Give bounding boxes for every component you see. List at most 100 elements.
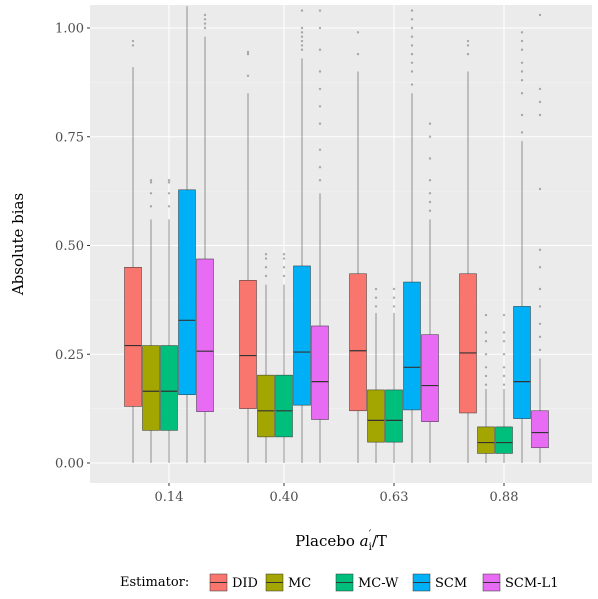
x-axis: 0.14 0.40 0.63 0.88 <box>155 483 519 505</box>
box-body <box>311 325 329 420</box>
outlier-point <box>484 353 488 356</box>
outlier-point <box>318 148 322 151</box>
outlier-point <box>392 305 396 308</box>
outlier-point <box>149 179 153 182</box>
outlier-point <box>374 296 378 299</box>
outlier-point <box>149 205 153 208</box>
box-body <box>513 306 531 419</box>
outlier-point <box>264 253 268 256</box>
box-scm-l1-0.63 <box>421 122 439 463</box>
outlier-point <box>264 266 268 269</box>
box-body <box>142 345 160 431</box>
outlier-point <box>520 79 524 82</box>
outlier-point <box>282 257 286 260</box>
box-body <box>196 258 214 412</box>
outlier-point <box>484 331 488 334</box>
box-body <box>160 345 178 431</box>
outlier-point <box>484 313 488 317</box>
outlier-point <box>264 257 268 260</box>
outlier-point <box>410 18 414 21</box>
outlier-point <box>410 52 414 56</box>
outlier-point <box>502 383 506 386</box>
outlier-point <box>520 39 524 43</box>
outlier-point <box>300 48 304 51</box>
box-body <box>459 273 477 414</box>
legend-label: MC <box>288 576 311 591</box>
outlier-point <box>538 248 542 252</box>
box-scm-l1-0.40 <box>311 9 329 463</box>
x-axis-title-text: Placebo <box>295 532 355 550</box>
outlier-point <box>520 131 524 134</box>
box-body <box>495 426 513 454</box>
y-axis-title: Absolute bias <box>9 193 27 296</box>
outlier-point <box>520 70 524 73</box>
outlier-point <box>502 340 506 343</box>
outlier-point <box>538 13 542 17</box>
box-body <box>367 389 385 443</box>
outlier-point <box>466 39 470 43</box>
box-scm-l1-0.88 <box>531 13 549 463</box>
outlier-point <box>282 274 286 278</box>
outlier-point <box>318 179 322 182</box>
outlier-point <box>246 50 250 54</box>
box-body <box>257 374 275 438</box>
x-axis-title-suffix: /T <box>372 532 387 550</box>
legend-title: Estimator: <box>120 575 189 590</box>
outlier-point <box>300 35 304 38</box>
box-did-0.88 <box>459 39 477 463</box>
boxes <box>124 6 549 463</box>
outlier-point <box>538 87 542 91</box>
outlier-point <box>520 61 524 64</box>
box-body <box>385 389 403 443</box>
x-tick-label: 0.14 <box>155 490 184 505</box>
outlier-point <box>428 179 432 182</box>
outlier-point <box>428 192 432 195</box>
outlier-point <box>264 274 268 278</box>
outlier-point <box>502 374 506 378</box>
outlier-point <box>538 322 542 325</box>
outlier-point <box>300 39 304 43</box>
y-tick-label: 0.75 <box>55 130 84 145</box>
outlier-point <box>356 52 360 56</box>
box-body <box>421 334 439 422</box>
outlier-point <box>318 105 322 108</box>
outlier-point <box>466 52 470 56</box>
outlier-point <box>428 135 432 138</box>
outlier-point <box>203 18 207 21</box>
x-tick-label: 0.40 <box>270 490 299 505</box>
outlier-point <box>428 200 432 204</box>
box-body <box>403 281 421 411</box>
outlier-point <box>538 187 542 191</box>
outlier-point <box>428 209 432 212</box>
box-body <box>178 189 196 395</box>
box-body <box>239 280 257 409</box>
box-body <box>293 265 311 406</box>
outlier-point <box>502 366 506 369</box>
outlier-point <box>203 22 207 25</box>
outlier-point <box>410 9 414 12</box>
outlier-point <box>203 13 207 17</box>
outlier-point <box>466 44 470 47</box>
outlier-point <box>484 340 488 343</box>
legend: Estimator: DID MC MC-W SCM SCM-L1 <box>120 573 558 592</box>
x-axis-title-math-sup: ´ <box>367 530 372 541</box>
legend-label: SCM <box>435 576 467 591</box>
box-mc-0.88 <box>477 313 495 463</box>
y-tick-label: 0.00 <box>55 457 84 472</box>
x-tick-label: 0.88 <box>490 490 519 505</box>
y-tick-label: 0.50 <box>55 239 84 254</box>
box-scm-0.63 <box>403 9 421 463</box>
outlier-point <box>520 92 524 95</box>
x-axis-title: Placebo ai´/T <box>295 530 387 553</box>
outlier-point <box>131 39 135 43</box>
outlier-point <box>318 26 322 30</box>
outlier-point <box>428 157 432 160</box>
box-did-0.63 <box>349 31 367 463</box>
outlier-point <box>131 44 135 47</box>
outlier-point <box>282 266 286 269</box>
outlier-point <box>167 205 171 208</box>
box-mc-w-0.63 <box>385 287 403 463</box>
legend-label: MC-W <box>358 576 399 591</box>
box-mc-w-0.88 <box>495 313 513 463</box>
outlier-point <box>502 331 506 334</box>
